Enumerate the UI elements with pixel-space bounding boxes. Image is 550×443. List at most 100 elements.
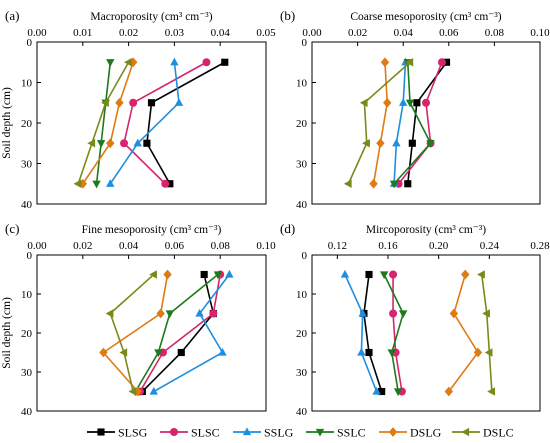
data-point [376, 138, 385, 149]
panel-label: (a) [5, 8, 19, 23]
series-line [393, 62, 432, 185]
x-tick-label: 0.06 [439, 27, 459, 39]
x-tick-label: 0.00 [302, 27, 322, 39]
data-point [380, 271, 389, 280]
data-point [143, 139, 151, 147]
legend-marker [170, 428, 178, 436]
data-point [358, 308, 367, 317]
series-line [363, 274, 383, 392]
y-tick-label: 40 [296, 406, 308, 418]
data-point [482, 309, 490, 318]
y-tick-label: 10 [21, 289, 33, 301]
legend-label: SSLC [337, 426, 366, 440]
series-line [77, 61, 130, 185]
series-dslc [343, 58, 414, 188]
panel-title: Mircoporosity (cm³ cm⁻³) [366, 224, 486, 236]
series-line [383, 274, 405, 392]
series-sslg [340, 269, 381, 395]
series-line [406, 61, 448, 184]
data-point [177, 348, 185, 357]
data-point [389, 180, 399, 189]
series-slsc [120, 58, 211, 188]
legend-label: SLSC [191, 426, 220, 440]
legend: SLSG SLSC SSLG SSLC DSLG DSLC [87, 426, 514, 440]
series-dslc [105, 270, 157, 396]
data-point [106, 59, 115, 67]
data-point [392, 138, 401, 147]
data-point [369, 178, 378, 189]
series-line [372, 62, 389, 184]
legend-marker [242, 427, 252, 436]
y-tick-label: 0 [302, 250, 308, 262]
legend-label: DSLG [410, 426, 442, 440]
x-tick-label: 0.04 [119, 240, 139, 252]
legend-item-sslc: SSLC [306, 426, 366, 440]
series-line [146, 61, 226, 185]
series-line [102, 274, 169, 393]
y-tick-label: 40 [21, 199, 33, 211]
data-point [149, 270, 157, 279]
series-sslc [380, 271, 408, 397]
series-sslg [149, 269, 234, 395]
series-line [141, 274, 215, 393]
panel-label: (c) [5, 221, 19, 236]
data-point [340, 269, 350, 278]
legend-marker [315, 428, 325, 437]
plot-frame [311, 41, 541, 205]
data-point [174, 98, 184, 106]
y-axis-title: Soil depth (cm) [1, 87, 13, 159]
data-point [225, 269, 234, 278]
series-line [153, 274, 230, 393]
x-tick-label: 0.06 [165, 240, 185, 252]
y-tick-label: 30 [21, 159, 33, 171]
panel-d: (d) Mircoporosity (cm³ cm⁻³) 0.12 0.16 0.20 0… [280, 221, 550, 418]
data-point [383, 97, 392, 108]
data-point [129, 98, 138, 107]
data-point [442, 58, 451, 66]
panel-label: (b) [280, 8, 295, 23]
data-point [106, 138, 115, 149]
data-point [120, 139, 129, 148]
data-point [426, 140, 435, 148]
y-tick-label: 30 [296, 367, 308, 379]
data-point [378, 387, 386, 396]
legend-item-slsg: SLSG [87, 426, 148, 440]
data-point [147, 99, 156, 107]
y-tick-label: 20 [296, 118, 308, 130]
series-slsg [404, 58, 451, 188]
series-dslc [73, 58, 132, 188]
data-point [163, 269, 172, 280]
x-tick-label: 0.10 [530, 27, 550, 39]
data-point [154, 349, 163, 358]
data-point [170, 57, 179, 66]
series-line [134, 273, 219, 392]
y-tick-label: 0 [302, 37, 308, 49]
data-point [404, 180, 412, 188]
x-tick-label: 0.04 [394, 27, 414, 39]
data-point [389, 309, 398, 318]
x-tick-label: 0.20 [429, 240, 449, 252]
series-line [448, 274, 479, 392]
data-point [437, 58, 446, 67]
data-point [92, 180, 101, 189]
data-point [473, 347, 483, 358]
data-point [408, 139, 416, 147]
series-dslc [477, 270, 496, 396]
data-point [444, 386, 453, 397]
x-tick-label: 0.16 [378, 240, 398, 252]
series-line [393, 62, 407, 184]
data-point [449, 308, 459, 319]
y-tick-label: 10 [296, 78, 308, 90]
plot-frame [36, 254, 267, 412]
data-point [487, 387, 496, 396]
y-tick-label: 10 [296, 289, 308, 301]
data-point [343, 179, 352, 188]
x-tick-label: 0.28 [530, 240, 550, 252]
series-line [123, 61, 207, 185]
panel-title: Fine mesoporosity (cm³ cm⁻³) [82, 224, 222, 236]
data-point [101, 98, 109, 107]
data-point [149, 386, 158, 395]
data-point [380, 57, 390, 68]
data-point [399, 310, 408, 319]
series-slsg [143, 58, 229, 188]
